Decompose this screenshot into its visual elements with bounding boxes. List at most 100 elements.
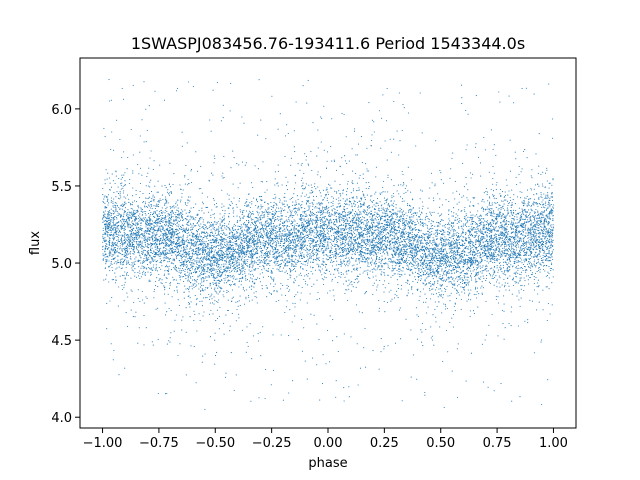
data-point — [367, 248, 369, 250]
data-point — [272, 239, 274, 241]
data-point — [114, 201, 116, 204]
data-point — [207, 206, 209, 208]
data-point — [228, 227, 230, 229]
data-point — [105, 259, 107, 261]
data-point — [364, 327, 366, 329]
data-point — [494, 276, 496, 278]
data-point — [212, 225, 214, 227]
data-point — [130, 264, 132, 266]
data-point — [286, 204, 289, 206]
data-point — [488, 324, 490, 326]
data-point — [179, 184, 181, 186]
data-point — [352, 210, 354, 212]
data-point — [257, 219, 259, 221]
data-point — [383, 300, 385, 303]
data-point — [159, 217, 161, 220]
data-point — [507, 244, 509, 246]
data-point — [529, 241, 531, 243]
data-point — [188, 224, 190, 227]
data-point — [180, 271, 182, 273]
data-point — [234, 278, 236, 280]
data-point — [479, 219, 481, 222]
data-point — [110, 262, 112, 264]
data-point — [404, 214, 406, 216]
data-point — [199, 225, 201, 227]
data-point — [240, 248, 242, 250]
data-point — [486, 238, 488, 241]
data-point — [548, 234, 550, 237]
data-point — [515, 214, 517, 216]
data-point — [242, 253, 244, 255]
data-point — [249, 246, 251, 248]
data-point — [122, 185, 124, 187]
data-point — [454, 246, 456, 248]
data-point — [481, 266, 483, 268]
data-point — [465, 380, 467, 382]
data-point — [274, 171, 276, 173]
data-point — [143, 232, 146, 234]
data-point — [116, 261, 118, 263]
data-point — [217, 293, 219, 295]
data-point — [374, 263, 376, 265]
data-point — [550, 224, 552, 226]
data-point — [355, 204, 357, 206]
data-point — [221, 288, 223, 290]
data-point — [181, 217, 183, 219]
data-point — [442, 245, 444, 247]
data-point — [278, 245, 280, 247]
data-point — [445, 199, 447, 201]
data-point — [396, 215, 399, 217]
data-point — [372, 219, 374, 221]
data-point — [348, 160, 350, 162]
data-point — [430, 242, 432, 244]
data-point — [166, 228, 168, 230]
data-point — [251, 262, 253, 264]
data-point — [118, 286, 120, 288]
data-point — [160, 261, 162, 263]
data-point — [431, 211, 433, 213]
data-point — [341, 213, 343, 215]
data-point — [168, 194, 171, 196]
data-point — [359, 197, 362, 199]
data-point — [149, 248, 152, 250]
data-point — [456, 292, 458, 294]
data-point — [242, 255, 244, 257]
data-point — [355, 154, 357, 156]
data-point — [551, 231, 553, 233]
data-point — [272, 197, 274, 199]
data-point — [350, 232, 352, 234]
data-point — [505, 220, 508, 222]
data-point — [176, 245, 178, 247]
data-point — [151, 207, 153, 209]
data-point — [358, 258, 360, 261]
data-point — [366, 170, 368, 172]
data-point — [485, 248, 487, 250]
data-point — [270, 283, 272, 285]
data-point — [276, 261, 278, 263]
data-point — [341, 239, 343, 241]
data-point — [530, 270, 532, 272]
data-point — [455, 230, 457, 232]
data-point — [503, 303, 505, 305]
data-point — [240, 284, 242, 286]
data-point — [373, 225, 375, 227]
data-point — [500, 234, 502, 236]
data-point — [313, 238, 315, 240]
data-point — [273, 261, 275, 263]
data-point — [190, 229, 192, 231]
data-point — [329, 213, 331, 215]
data-point — [113, 279, 115, 281]
data-point — [161, 283, 163, 285]
data-point — [234, 229, 236, 231]
data-point — [366, 265, 368, 267]
data-point — [267, 233, 269, 235]
data-point — [448, 213, 450, 215]
data-point — [273, 237, 275, 240]
data-point — [433, 238, 435, 240]
data-point — [156, 249, 158, 251]
data-point — [418, 210, 421, 212]
data-point — [261, 288, 263, 290]
data-point — [215, 262, 218, 265]
data-point — [235, 238, 237, 240]
data-point — [170, 222, 172, 224]
